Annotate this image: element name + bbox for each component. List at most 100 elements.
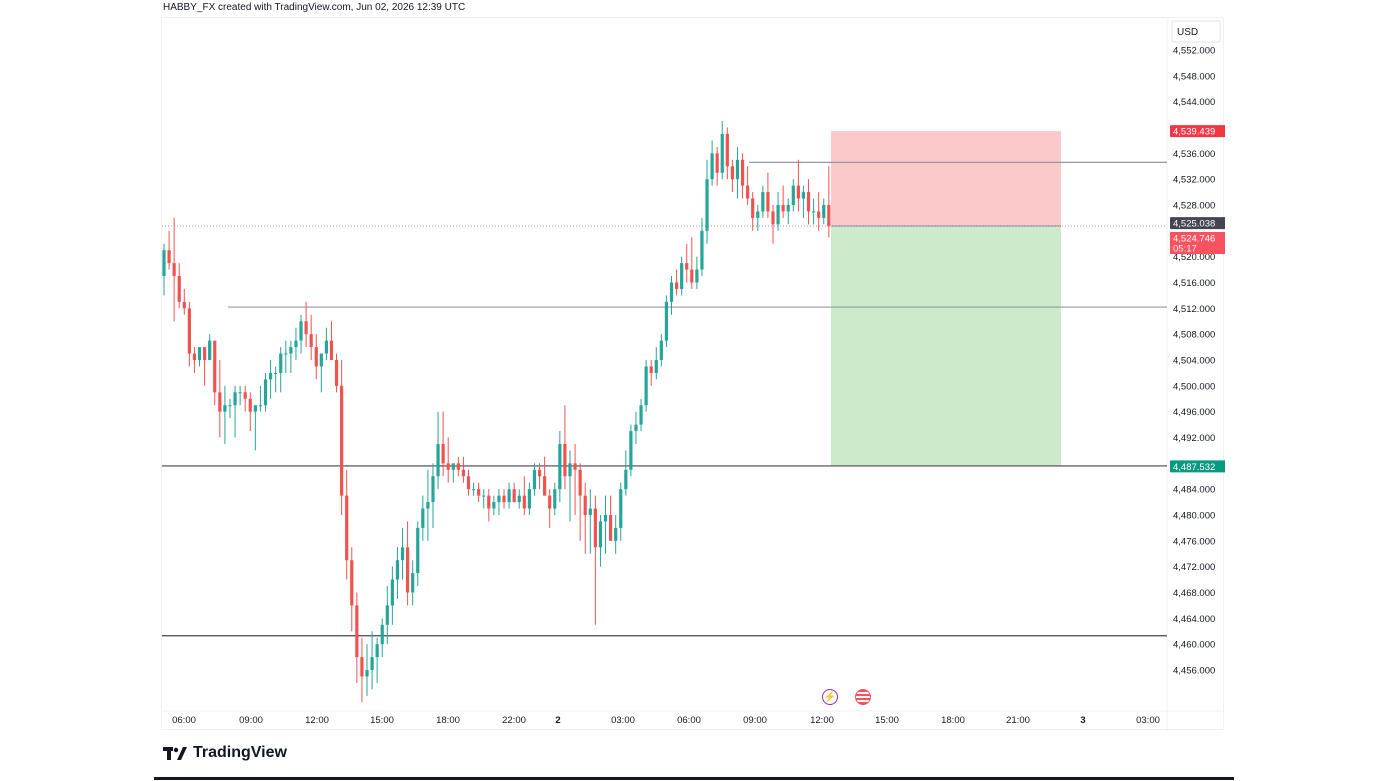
chart-panel[interactable]: USD 4,552.000 4,548.000 4,544.000 4,536.000 4…	[161, 17, 1225, 731]
candle-body[interactable]	[309, 334, 313, 348]
candle-body[interactable]	[451, 463, 455, 470]
candle-body[interactable]	[781, 205, 785, 212]
candle-body[interactable]	[705, 179, 709, 231]
candle-body[interactable]	[263, 379, 268, 406]
candle-body[interactable]	[522, 495, 526, 509]
candle-body[interactable]	[355, 605, 359, 658]
candle-body[interactable]	[248, 398, 252, 412]
candle-body[interactable]	[659, 340, 663, 360]
currency-box[interactable]	[1171, 20, 1221, 43]
candle-body[interactable]	[746, 185, 750, 199]
candle-body[interactable]	[304, 321, 308, 335]
candle-body[interactable]	[806, 192, 811, 212]
candle-body[interactable]	[289, 347, 293, 354]
candle-body[interactable]	[548, 495, 552, 509]
candle-body[interactable]	[203, 347, 207, 360]
candle-body[interactable]	[680, 263, 684, 289]
candle-body[interactable]	[537, 469, 542, 477]
candle-body[interactable]	[340, 385, 344, 496]
candle-body[interactable]	[558, 443, 562, 490]
candle-body[interactable]	[406, 547, 410, 593]
candle-body[interactable]	[192, 353, 197, 360]
candle-body[interactable]	[497, 495, 501, 503]
candle-body[interactable]	[609, 515, 613, 541]
candle-body[interactable]	[380, 624, 384, 645]
candle-body[interactable]	[822, 205, 826, 218]
candle-body[interactable]	[639, 405, 643, 425]
candle-body[interactable]	[588, 508, 592, 515]
candle-body[interactable]	[208, 340, 212, 360]
candle-body[interactable]	[629, 431, 633, 470]
candle-body[interactable]	[751, 198, 755, 218]
candle-body[interactable]	[669, 282, 674, 302]
candle-body[interactable]	[213, 340, 217, 393]
candle-body[interactable]	[253, 405, 257, 412]
stop-price-tag[interactable]	[1170, 125, 1225, 138]
candle-body[interactable]	[279, 353, 283, 373]
stop-loss-zone[interactable]	[831, 131, 1061, 227]
candle-body[interactable]	[786, 205, 790, 212]
candle-body[interactable]	[390, 579, 394, 606]
candle-body[interactable]	[766, 192, 770, 212]
candle-body[interactable]	[274, 372, 278, 374]
candle-body[interactable]	[431, 476, 435, 503]
candle-body[interactable]	[593, 508, 597, 548]
candle-body[interactable]	[243, 392, 247, 399]
candle-body[interactable]	[492, 502, 496, 509]
candle-body[interactable]	[725, 133, 729, 167]
candle-body[interactable]	[568, 463, 572, 477]
candle-body[interactable]	[791, 185, 795, 205]
candle-body[interactable]	[360, 657, 364, 677]
candle-body[interactable]	[416, 527, 420, 574]
candle-body[interactable]	[801, 192, 806, 199]
candle-body[interactable]	[543, 476, 547, 496]
candle-body[interactable]	[532, 469, 537, 490]
candle-body[interactable]	[664, 301, 669, 341]
candle-body[interactable]	[375, 644, 379, 658]
candle-body[interactable]	[471, 489, 476, 491]
candle-body[interactable]	[334, 360, 339, 386]
candle-body[interactable]	[319, 353, 323, 367]
candle-body[interactable]	[477, 489, 481, 496]
candle-body[interactable]	[284, 353, 288, 355]
candle-body[interactable]	[294, 340, 298, 348]
candle-body[interactable]	[598, 521, 603, 548]
candle-body[interactable]	[720, 133, 724, 173]
candle-body[interactable]	[162, 250, 166, 277]
current-price-tag[interactable]	[1170, 232, 1225, 255]
candle-body[interactable]	[466, 476, 471, 490]
take-profit-zone[interactable]	[831, 226, 1061, 467]
candle-body[interactable]	[756, 211, 760, 218]
candle-body[interactable]	[553, 489, 557, 509]
candle-body[interactable]	[715, 153, 719, 173]
candle-body[interactable]	[314, 347, 318, 367]
candle-body[interactable]	[197, 347, 202, 360]
candle-body[interactable]	[674, 282, 679, 289]
candle-body[interactable]	[482, 495, 486, 497]
candle-body[interactable]	[456, 463, 460, 470]
candle-body[interactable]	[187, 308, 191, 354]
candle-body[interactable]	[512, 489, 516, 503]
candle-body[interactable]	[172, 263, 176, 277]
candle-body[interactable]	[624, 469, 628, 490]
candle-body[interactable]	[345, 495, 349, 561]
candle-body[interactable]	[167, 250, 171, 264]
candle-body[interactable]	[426, 502, 430, 509]
target-price-tag[interactable]	[1170, 460, 1225, 473]
candle-body[interactable]	[177, 276, 181, 302]
lightning-icon[interactable]: ⚡	[822, 689, 838, 705]
candle-body[interactable]	[421, 508, 425, 528]
candle-body[interactable]	[685, 263, 689, 270]
candle-body[interactable]	[583, 495, 587, 515]
candle-body[interactable]	[700, 230, 704, 270]
candle-body[interactable]	[634, 424, 638, 432]
candle-body[interactable]	[395, 560, 400, 580]
candle-body[interactable]	[771, 211, 775, 225]
candle-body[interactable]	[578, 469, 582, 496]
candle-body[interactable]	[411, 573, 415, 593]
candle-body[interactable]	[735, 159, 740, 180]
candle-body[interactable]	[182, 301, 186, 309]
candle-body[interactable]	[517, 495, 521, 503]
candle-body[interactable]	[436, 443, 440, 477]
candle-body[interactable]	[573, 463, 577, 470]
